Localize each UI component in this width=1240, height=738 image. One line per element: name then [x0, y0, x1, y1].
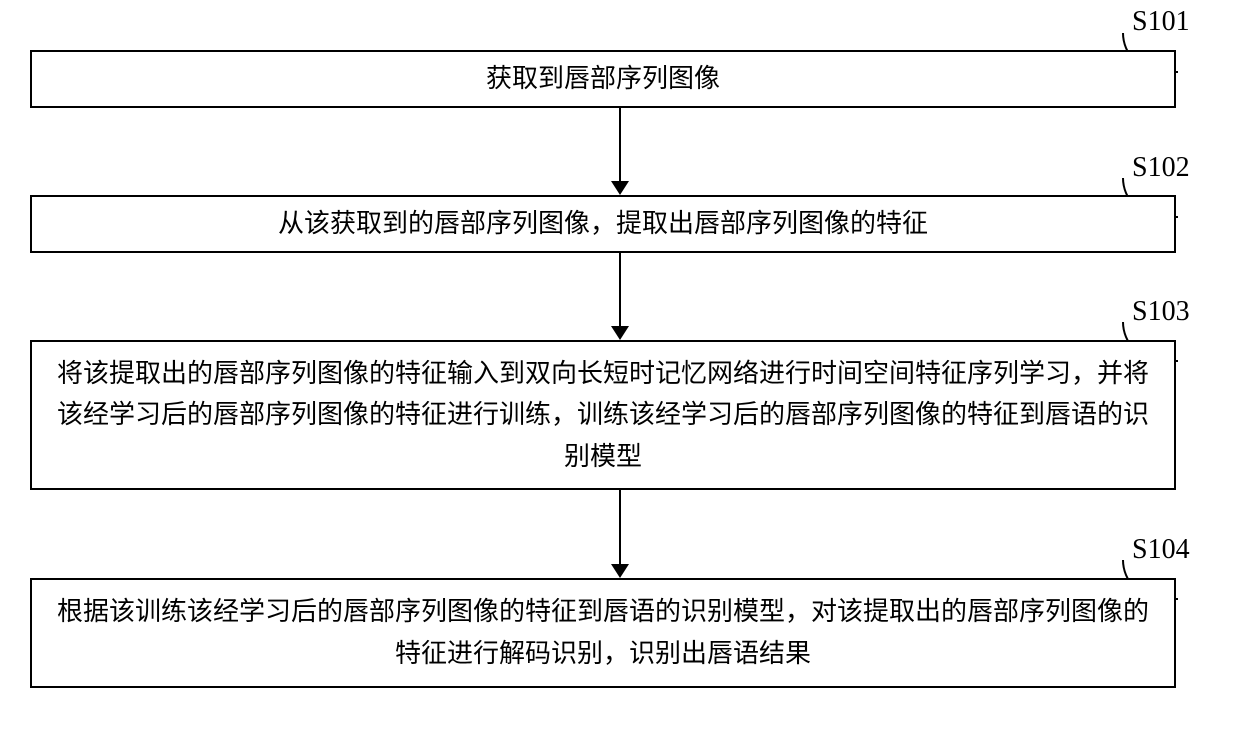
step-label-s101: S101	[1132, 6, 1190, 38]
step-box-s104: 根据该训练该经学习后的唇部序列图像的特征到唇语的识别模型，对该提取出的唇部序列图…	[30, 578, 1176, 688]
step-box-s103: 将该提取出的唇部序列图像的特征输入到双向长短时记忆网络进行时间空间特征序列学习，…	[30, 340, 1176, 490]
step-text-s103: 将该提取出的唇部序列图像的特征输入到双向长短时记忆网络进行时间空间特征序列学习，…	[52, 353, 1154, 478]
step-label-s104: S104	[1132, 534, 1190, 566]
step-label-s102: S102	[1132, 152, 1190, 184]
step-text-s104: 根据该训练该经学习后的唇部序列图像的特征到唇语的识别模型，对该提取出的唇部序列图…	[52, 591, 1154, 674]
step-text-s101: 获取到唇部序列图像	[486, 58, 720, 100]
step-box-s101: 获取到唇部序列图像	[30, 50, 1176, 108]
arrow-s102-s103	[611, 253, 629, 340]
arrow-s103-s104	[611, 490, 629, 578]
step-text-s102: 从该获取到的唇部序列图像，提取出唇部序列图像的特征	[278, 203, 928, 245]
flowchart-container: S101 获取到唇部序列图像 S102 从该获取到的唇部序列图像，提取出唇部序列…	[0, 0, 1240, 738]
arrow-s101-s102	[611, 108, 629, 195]
step-label-s103: S103	[1132, 296, 1190, 328]
step-box-s102: 从该获取到的唇部序列图像，提取出唇部序列图像的特征	[30, 195, 1176, 253]
